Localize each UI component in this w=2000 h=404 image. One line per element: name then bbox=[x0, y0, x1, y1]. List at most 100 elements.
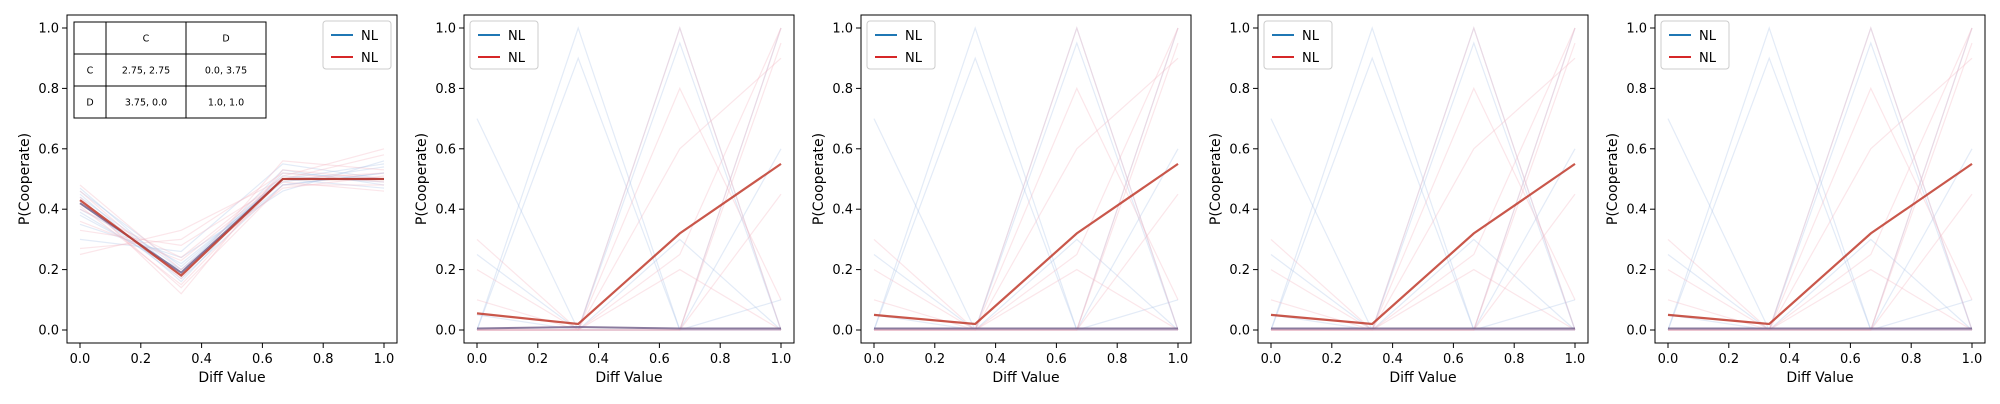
faint-run-red-5 bbox=[1271, 86, 1576, 331]
x-tick-label-3: 0.4 bbox=[985, 352, 1006, 367]
faint-run-blue-9 bbox=[79, 163, 385, 268]
y-tick-label-2: 0.2 bbox=[38, 263, 59, 278]
y-tick-label-1: 0.0 bbox=[38, 324, 59, 339]
faint-run-blue-10 bbox=[1271, 238, 1576, 331]
x-tick-label-6: 1.0 bbox=[771, 352, 792, 367]
faint-run-blue-3 bbox=[874, 26, 1179, 331]
faint-run-red-5 bbox=[874, 86, 1179, 331]
faint-run-red-8 bbox=[79, 148, 385, 259]
legend: NL NL bbox=[322, 20, 392, 70]
x-tick-label-5: 0.8 bbox=[1107, 352, 1128, 367]
y-tick-label-2: 0.2 bbox=[1626, 263, 1647, 278]
faint-run-blue-6 bbox=[1667, 254, 1973, 331]
axes-frame bbox=[1654, 14, 1986, 344]
y-tick-label-6: 1.0 bbox=[1229, 22, 1250, 37]
payoff-cell-r1-c1: 2.75, 2.75 bbox=[122, 66, 170, 77]
x-tick-label-4: 0.6 bbox=[649, 352, 670, 367]
faint-run-red-1 bbox=[874, 26, 1179, 331]
faint-run-blue-1 bbox=[476, 26, 781, 331]
x-tick-label-1: 0.0 bbox=[1658, 352, 1679, 367]
faint-run-blue-6 bbox=[476, 254, 782, 331]
x-tick-label-3: 0.4 bbox=[1779, 352, 1800, 367]
faint-run-blue-8 bbox=[1271, 148, 1576, 331]
faint-run-red-1 bbox=[1668, 26, 1973, 331]
faint-run-red-8 bbox=[874, 268, 1179, 331]
faint-run-blue-1 bbox=[1270, 26, 1575, 331]
faint-run-blue-7 bbox=[874, 41, 1179, 331]
faint-run-blue-9 bbox=[1270, 314, 1575, 331]
faint-runs bbox=[476, 26, 782, 331]
faint-run-blue-5 bbox=[476, 56, 781, 331]
legend-label-1: NL bbox=[1302, 29, 1320, 44]
faint-run-red-7 bbox=[79, 160, 385, 280]
y-axis-label: P(Cooperate) bbox=[811, 133, 827, 225]
faint-run-red-8 bbox=[1668, 268, 1973, 331]
legend-label-2: NL bbox=[1699, 51, 1717, 66]
axes-frame bbox=[463, 14, 795, 344]
payoff-cell-r2-c0: D bbox=[86, 98, 93, 109]
faint-run-blue-10 bbox=[874, 238, 1179, 331]
legend-box bbox=[1263, 20, 1333, 70]
faint-runs bbox=[873, 26, 1179, 331]
y-tick-label-3: 0.4 bbox=[1229, 203, 1250, 218]
faint-run-blue-3 bbox=[1271, 26, 1576, 331]
faint-run-red-4 bbox=[1271, 42, 1576, 331]
legend-label-2: NL bbox=[1302, 51, 1320, 66]
x-tick-label-2: 0.2 bbox=[130, 352, 151, 367]
y-tick-label-1: 0.0 bbox=[832, 324, 853, 339]
payoff-cell-r0-c2: D bbox=[222, 34, 229, 45]
faint-run-blue-4 bbox=[477, 27, 782, 331]
legend-label-1: NL bbox=[508, 29, 526, 44]
faint-run-red-2 bbox=[1668, 27, 1973, 331]
faint-run-blue-8 bbox=[477, 148, 782, 331]
faint-run-red-9 bbox=[874, 57, 1179, 331]
x-axis-label: Diff Value bbox=[1786, 370, 1853, 386]
legend-box bbox=[322, 20, 392, 70]
faint-run-blue-7 bbox=[1271, 41, 1576, 331]
faint-run-blue-5 bbox=[1667, 56, 1972, 331]
x-tick-label-3: 0.4 bbox=[191, 352, 212, 367]
subplot-3: 0.0 0.2 0.4 0.6 0.8 1.0 0.0 0.2 0.4 0.6 0.8 1.0 Diff… bbox=[811, 14, 1192, 386]
payoff-table: C D C 2.75, 2.75 0.0, 3.75 D 3.75, 0.0 1.0, 1.0 bbox=[73, 21, 267, 119]
faint-run-blue-9 bbox=[1667, 314, 1972, 331]
y-tick-label-3: 0.4 bbox=[1626, 203, 1647, 218]
x-tick-label-3: 0.4 bbox=[588, 352, 609, 367]
y-tick-label-6: 1.0 bbox=[832, 22, 853, 37]
x-axis-label: Diff Value bbox=[595, 370, 662, 386]
y-tick-label-1: 0.0 bbox=[1626, 324, 1647, 339]
subplot-4: 0.0 0.2 0.4 0.6 0.8 1.0 0.0 0.2 0.4 0.6 0.8 1.0 Diff… bbox=[1208, 14, 1589, 386]
y-tick-label-3: 0.4 bbox=[38, 203, 59, 218]
faint-run-red-4 bbox=[1668, 42, 1973, 331]
faint-run-red-9 bbox=[1668, 57, 1973, 331]
series-line-1 bbox=[476, 325, 781, 330]
x-tick-label-4: 0.6 bbox=[1046, 352, 1067, 367]
payoff-cell-r0-c1: C bbox=[143, 34, 150, 45]
faint-run-red-5 bbox=[477, 86, 782, 331]
y-axis-label: P(Cooperate) bbox=[1605, 133, 1621, 225]
faint-run-red-5 bbox=[79, 169, 385, 295]
x-tick-label-2: 0.2 bbox=[527, 352, 548, 367]
faint-run-blue-10 bbox=[79, 169, 385, 274]
faint-run-red-10 bbox=[1667, 269, 1972, 331]
legend-box bbox=[866, 20, 936, 70]
x-tick-label-2: 0.2 bbox=[1321, 352, 1342, 367]
axes-frame bbox=[860, 14, 1192, 344]
series-line-2 bbox=[873, 162, 1179, 326]
faint-run-blue-9 bbox=[873, 314, 1178, 331]
y-tick-label-2: 0.2 bbox=[1229, 263, 1250, 278]
legend-label-2: NL bbox=[361, 51, 379, 66]
faint-run-red-7 bbox=[1668, 193, 1973, 331]
faint-run-red-4 bbox=[874, 42, 1179, 331]
legend-label-1: NL bbox=[361, 29, 379, 44]
faint-run-blue-6 bbox=[873, 254, 1179, 331]
y-tick-label-5: 0.8 bbox=[1229, 82, 1250, 97]
y-tick-label-2: 0.2 bbox=[435, 263, 456, 278]
faint-run-blue-2 bbox=[1667, 118, 1972, 331]
faint-run-blue-4 bbox=[874, 27, 1179, 331]
faint-run-blue-9 bbox=[476, 314, 781, 331]
x-tick-label-5: 0.8 bbox=[1504, 352, 1525, 367]
faint-run-blue-3 bbox=[477, 26, 782, 331]
faint-run-red-3 bbox=[1270, 238, 1575, 331]
x-tick-label-5: 0.8 bbox=[1901, 352, 1922, 367]
